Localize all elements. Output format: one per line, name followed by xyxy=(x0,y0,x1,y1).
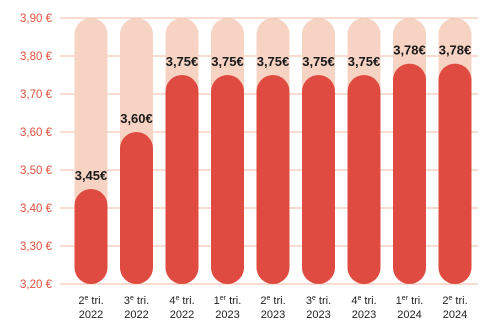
x-category-year: 2023 xyxy=(352,309,376,321)
y-tick-label: 3,50 € xyxy=(20,165,53,177)
x-category-label: 2e tri. xyxy=(260,295,285,307)
x-category-label: 3e tri. xyxy=(306,295,331,307)
y-tick-label: 3,80 € xyxy=(20,51,53,63)
y-tick-label: 3,40 € xyxy=(20,203,53,215)
x-category-label: 1er tri. xyxy=(214,295,242,307)
data-label: 3,75€ xyxy=(302,54,335,69)
x-category-label: 2e tri. xyxy=(78,295,103,307)
y-tick-label: 3,90 € xyxy=(20,13,53,25)
bar xyxy=(256,75,290,284)
x-category-label: 4e tri. xyxy=(169,295,194,307)
bar xyxy=(211,75,244,284)
bar xyxy=(347,75,381,284)
data-label: 3,78€ xyxy=(393,43,426,58)
data-label: 3,75€ xyxy=(166,54,199,69)
x-category-year: 2023 xyxy=(215,309,239,321)
x-category-year: 2024 xyxy=(443,309,467,321)
x-category-label: 4e tri. xyxy=(351,295,376,307)
x-category-year: 2023 xyxy=(261,309,285,321)
bars xyxy=(74,18,472,284)
x-axis-categories: 2e tri. 2022 3e tri. 2022 4e tri. 2022 1er tri… xyxy=(78,295,467,321)
y-axis-ticks: 3,20 € 3,30 € 3,40 € 3,50 € 3,60 € 3,70 € 3,80… xyxy=(20,13,53,291)
x-category-year: 2023 xyxy=(306,309,330,321)
bar xyxy=(393,63,426,284)
x-category-year: 2024 xyxy=(397,309,421,321)
data-labels: 3,45€ 3,60€ 3,75€ 3,75€ 3,75€ 3,75€ 3,75€ 3,78€… xyxy=(75,43,472,183)
bar xyxy=(120,132,153,284)
y-tick-label: 3,70 € xyxy=(20,89,53,101)
data-label: 3,78€ xyxy=(439,43,472,58)
data-label: 3,75€ xyxy=(257,54,290,69)
data-label: 3,60€ xyxy=(120,111,153,126)
y-tick-label: 3,60 € xyxy=(20,127,53,139)
x-category-year: 2022 xyxy=(170,309,194,321)
bar xyxy=(302,75,335,284)
bar xyxy=(165,75,199,284)
data-label: 3,75€ xyxy=(211,54,244,69)
bar xyxy=(438,63,472,284)
data-label: 3,75€ xyxy=(348,54,381,69)
bar xyxy=(74,189,108,284)
x-category-label: 3e tri. xyxy=(124,295,149,307)
data-label: 3,45€ xyxy=(75,168,108,183)
x-category-year: 2022 xyxy=(124,309,148,321)
y-tick-label: 3,20 € xyxy=(20,279,53,291)
y-tick-label: 3,30 € xyxy=(20,241,53,253)
x-category-year: 2022 xyxy=(79,309,103,321)
x-category-label: 1er tri. xyxy=(396,295,424,307)
x-category-label: 2e tri. xyxy=(442,295,467,307)
